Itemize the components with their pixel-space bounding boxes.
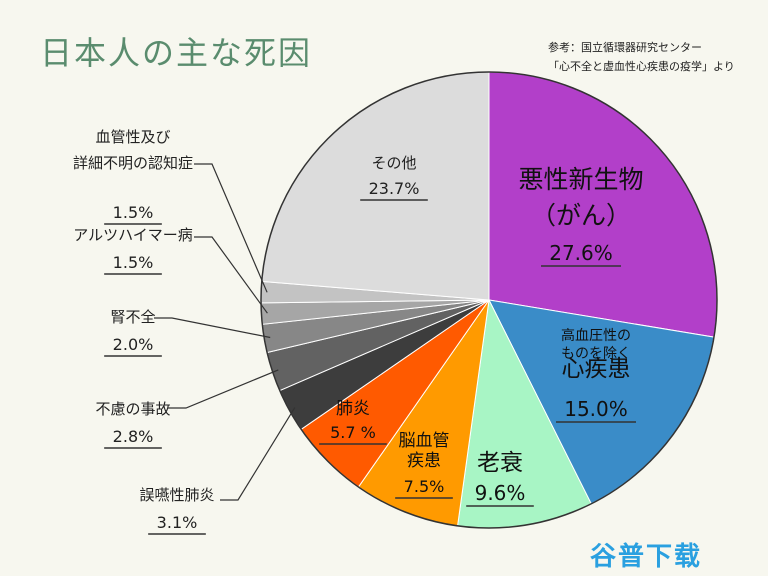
slice-label-5-line-0: 誤嚥性肺炎 bbox=[139, 486, 214, 504]
slice-label-9-line-1: 詳細不明の認知症 bbox=[73, 154, 193, 172]
slice-value-10: 23.7% bbox=[369, 179, 420, 198]
slice-value-8: 1.5% bbox=[113, 253, 154, 272]
slice-value-2: 9.6% bbox=[475, 481, 526, 505]
leader-line-8 bbox=[194, 236, 268, 314]
slice-value-5: 3.1% bbox=[157, 513, 198, 532]
slice-label-10-line-0: その他 bbox=[371, 154, 416, 172]
slice-label-1-line-1: ものを除く bbox=[561, 346, 631, 362]
watermark-logo: 谷普下载 bbox=[590, 542, 703, 572]
slice-label-9-line-0: 血管性及び bbox=[95, 128, 170, 146]
slice-value-4: 5.7 % bbox=[330, 423, 376, 442]
slice-value-6: 2.8% bbox=[113, 427, 154, 446]
slice-value-3: 7.5% bbox=[404, 477, 445, 496]
source-line-2: 「心不全と虚血性心疾患の疫学」より bbox=[548, 60, 735, 73]
slice-label-1-line-2: 心疾患 bbox=[562, 356, 631, 382]
chart-title: 日本人の主な死因 bbox=[40, 34, 313, 72]
leader-line-7 bbox=[154, 317, 271, 339]
slice-label-6-line-0: 不慮の事故 bbox=[95, 400, 170, 418]
slice-label-8-line-0: アルツハイマー病 bbox=[73, 226, 193, 244]
source-line-1: 参考：国立循環器研究センター bbox=[548, 41, 702, 54]
slice-label-0-line-0: 悪性新生物 bbox=[518, 165, 643, 194]
slice-value-1: 15.0% bbox=[564, 397, 628, 421]
slice-label-2-line-0: 老衰 bbox=[477, 450, 523, 476]
pie-outline bbox=[260, 71, 718, 529]
leader-line-9 bbox=[194, 163, 268, 293]
slice-label-7-line-0: 腎不全 bbox=[110, 308, 155, 326]
slice-label-1-line-0: 高血圧性の bbox=[561, 327, 631, 344]
slice-label-0-line-1: （がん） bbox=[531, 201, 631, 230]
slice-value-0: 27.6% bbox=[549, 241, 613, 265]
source-note: 参考：国立循環器研究センター 「心不全と虚血性心疾患の疫学」より bbox=[548, 38, 735, 76]
leader-line-5 bbox=[220, 407, 296, 501]
slice-value-9: 1.5% bbox=[113, 203, 154, 222]
slice-label-4-line-0: 肺炎 bbox=[336, 399, 370, 419]
leader-line-6 bbox=[168, 369, 279, 409]
slice-label-3-line-1: 疾患 bbox=[407, 451, 441, 471]
slice-label-3-line-0: 脳血管 bbox=[399, 431, 450, 451]
slice-value-7: 2.0% bbox=[113, 335, 154, 354]
